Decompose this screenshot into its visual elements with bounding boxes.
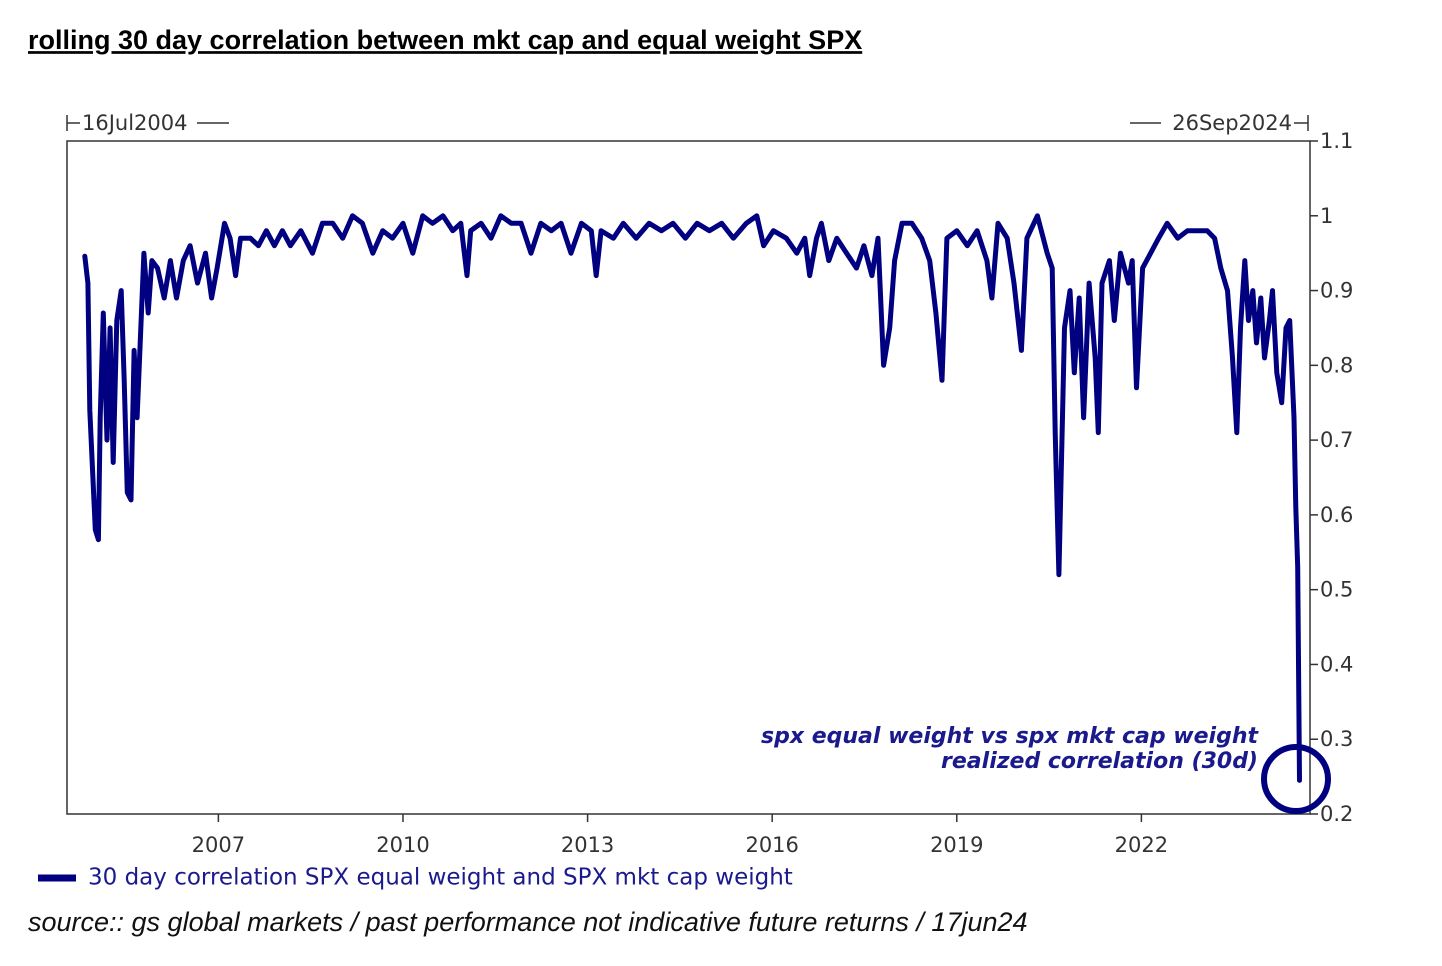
x-tick-label: 2022 <box>1115 833 1168 857</box>
y-tick-label: 0.6 <box>1320 503 1353 527</box>
y-tick-label: 1 <box>1320 204 1333 228</box>
y-tick-label: 0.9 <box>1320 279 1353 303</box>
legend-label: 30 day correlation SPX equal weight and … <box>88 865 793 891</box>
x-tick-label: 2016 <box>745 833 798 857</box>
y-tick-label: 0.7 <box>1320 428 1353 452</box>
x-tick-label: 2007 <box>192 833 245 857</box>
annotation: spx equal weight vs spx mkt cap weight <box>761 724 1259 749</box>
source-note: source:: gs global markets / past perfor… <box>28 907 1028 937</box>
highlight-circle <box>1261 744 1331 814</box>
y-tick-label: 0.4 <box>1320 652 1353 676</box>
plot-frame <box>66 140 1311 815</box>
x-tick-label: 2013 <box>561 833 614 857</box>
y-tick-label: 0.5 <box>1320 578 1353 602</box>
end-label: 26Sep2024 <box>1172 111 1292 135</box>
x-tick-label: 2019 <box>930 833 983 857</box>
y-tick-label: 0.8 <box>1320 353 1353 377</box>
chart-title: rolling 30 day correlation between mkt c… <box>28 25 862 55</box>
y-tick-label: 0.2 <box>1320 802 1353 826</box>
y-tick-label: 0.3 <box>1320 727 1353 751</box>
x-tick-label: 2010 <box>376 833 429 857</box>
start-label: 16Jul2004 <box>82 111 188 135</box>
y-tick-label: 1.1 <box>1320 129 1353 153</box>
annotation: realized correlation (30d) <box>941 749 1258 774</box>
data-line <box>82 213 1302 783</box>
